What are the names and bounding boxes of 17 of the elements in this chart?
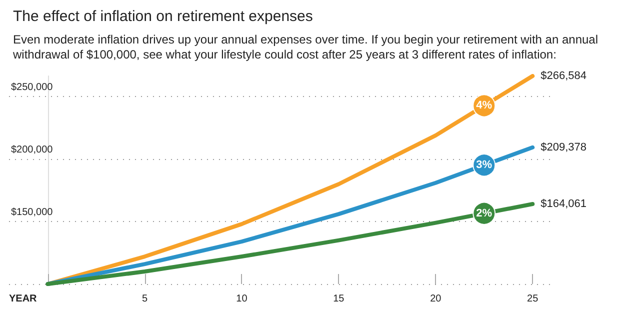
y-tick-label: $250,000: [11, 82, 54, 94]
series-label: 4%: [476, 100, 492, 112]
series-label: 3%: [476, 159, 492, 172]
chart-subtitle: Even moderate inflation drives up your annual expenses over time. If you begin your retirement with an annual withdrawal of $100,000, see what your lifestyle could cost after 25 years at 3 different rates of inflation:: [12, 32, 602, 62]
data-label: $164,061: [540, 198, 586, 210]
x-tick-label: 5: [142, 294, 148, 304]
x-tick-label: 10: [236, 294, 248, 304]
y-tick-label: $200,000: [11, 144, 54, 156]
data-label: $209,378: [540, 141, 586, 154]
x-axis-title: YEAR: [9, 294, 38, 304]
x-tick-label: 15: [333, 294, 345, 304]
y-tick-label: $150,000: [11, 207, 54, 218]
x-tick-label: 20: [430, 294, 442, 304]
chart-title: The effect of inflation on retirement expenses: [13, 8, 313, 25]
series-label: 2%: [476, 207, 492, 220]
data-label: $266,584: [540, 70, 586, 82]
x-tick-label: 25: [527, 294, 539, 304]
